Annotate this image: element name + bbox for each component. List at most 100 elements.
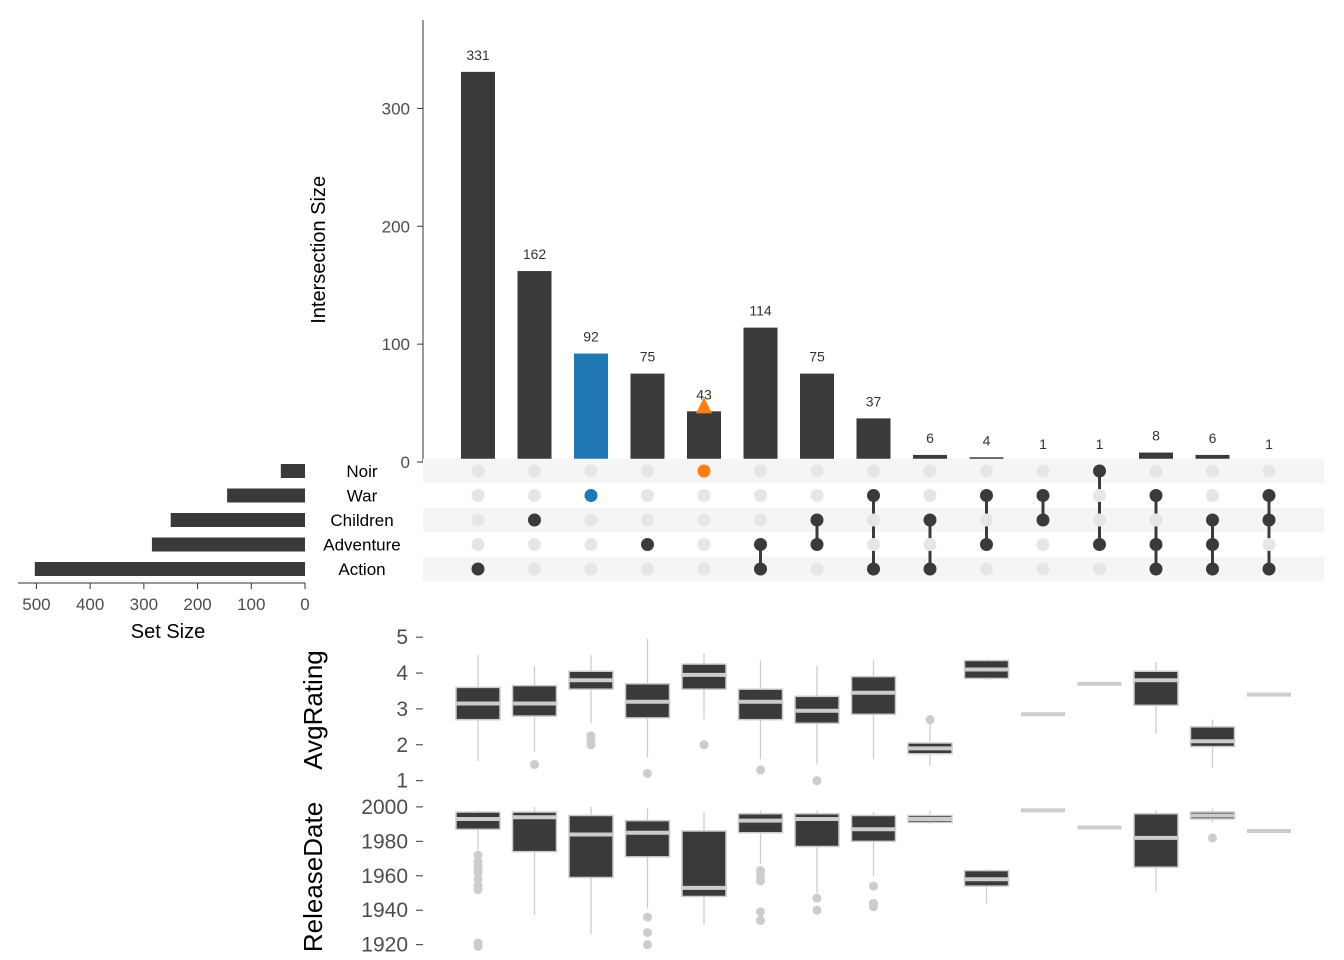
matrix-dot-inactive (923, 538, 937, 551)
box-body (511, 684, 558, 717)
intersection-bar (913, 454, 947, 462)
matrix-dot-inactive (697, 489, 711, 502)
matrix-dot-inactive (1036, 538, 1050, 551)
box-outlier (756, 907, 765, 917)
matrix-dot-active (923, 562, 937, 576)
matrix-dot-inactive (471, 513, 485, 527)
intersection-value-labels: 331 162 92 75 43 114 75 37 6 4 1 1 8 6 1 (466, 47, 1273, 452)
matrix-dot-active (1262, 489, 1276, 502)
matrix-dot-inactive (980, 464, 993, 478)
box-body (568, 814, 614, 879)
matrix-dot-inactive (697, 538, 711, 551)
intersection-y-tick-label: 300 (382, 99, 410, 118)
intersection-bar (630, 373, 665, 462)
set-size-x-axis-title: Set Size (131, 621, 205, 643)
matrix-dot-inactive (923, 464, 937, 478)
set-size-x-ticks: 500 400 300 200 100 0 (22, 583, 310, 614)
matrix-dot-inactive (980, 513, 993, 527)
releasedate-boxes (455, 806, 1291, 951)
intersection-value-label: 1 (1265, 436, 1273, 452)
box-body (681, 830, 727, 898)
set-size-bar (170, 513, 305, 527)
matrix-dot-inactive (1149, 513, 1163, 527)
matrix-dot-active (810, 538, 824, 551)
box-y-tick-label: 2000 (361, 796, 408, 819)
set-size-tick-label: 300 (130, 595, 158, 614)
matrix-dot-inactive (1262, 464, 1276, 478)
releasedate-y-axis-title: ReleaseDate (298, 802, 328, 952)
set-size-bar (280, 464, 305, 478)
box-outlier (473, 941, 483, 951)
box-outlier (925, 715, 935, 725)
matrix-dot-inactive (471, 489, 485, 502)
box-outlier (812, 905, 822, 915)
matrix-dot-inactive (641, 489, 654, 502)
matrix-dot-inactive (1036, 562, 1050, 576)
matrix-dot-active (980, 538, 993, 551)
intersection-y-axis-title: Intersection Size (308, 176, 330, 324)
matrix-dot-active (867, 489, 880, 502)
intersection-value-label: 43 (696, 386, 712, 402)
box-outlier (756, 916, 765, 926)
matrix-set-label: Action (338, 560, 385, 579)
box-outlier (643, 940, 652, 950)
intersection-value-label: 1 (1096, 436, 1104, 452)
intersection-y-tick-label: 200 (382, 217, 410, 236)
box-body (850, 675, 897, 716)
matrix-dot-active (641, 538, 654, 551)
matrix-dot-inactive (1262, 538, 1276, 551)
intersection-bar (574, 353, 608, 462)
matrix-dot-active (1093, 464, 1106, 478)
matrix-dot-inactive (867, 538, 880, 551)
matrix-set-label: Adventure (323, 536, 401, 555)
matrix-set-label: Noir (346, 462, 378, 481)
matrix-dot-inactive (810, 489, 824, 502)
set-size-tick-label: 400 (76, 595, 104, 614)
matrix-dot-inactive (867, 513, 880, 527)
intersection-y-ticks: 0 100 200 300 (382, 99, 423, 472)
matrix-dot-active (1149, 562, 1163, 576)
matrix-dot-inactive (1093, 562, 1106, 576)
matrix-dot-inactive (584, 538, 598, 551)
matrix-dot-inactive (754, 464, 767, 478)
matrix-set-label: Children (330, 511, 393, 530)
matrix-dot-active (1262, 513, 1276, 527)
set-size-bar (227, 488, 305, 503)
matrix-dot-inactive (528, 489, 541, 502)
matrix-dot-active (1262, 562, 1276, 576)
matrix-dot-active (1093, 538, 1106, 551)
matrix-dot-inactive (1093, 489, 1106, 502)
box-outlier (473, 867, 483, 877)
box-y-tick-label: 3 (396, 698, 408, 721)
matrix-dot-inactive (1093, 513, 1106, 527)
box-body (1133, 813, 1179, 868)
intersection-value-label: 8 (1152, 428, 1160, 444)
releasedate-boxplot-panel: 1920 1940 1960 1980 2000 ReleaseDate (298, 796, 1291, 957)
intersection-value-label: 92 (583, 329, 599, 345)
box-outlier (699, 740, 709, 750)
matrix-dot-active (754, 562, 767, 576)
matrix-dot-active (1206, 513, 1219, 527)
box-y-tick-label: 1920 (361, 934, 408, 957)
matrix-set-labels: Noir War Children Adventure Action (323, 462, 401, 579)
box-y-tick-label: 1940 (361, 899, 408, 922)
intersection-bar (1139, 452, 1173, 462)
matrix-dot-active (471, 562, 485, 576)
box-outlier (473, 850, 483, 860)
box-outlier (812, 893, 822, 903)
intersection-bar (461, 71, 495, 463)
box-outlier (643, 768, 652, 778)
intersection-value-label: 6 (1209, 430, 1217, 446)
matrix-dot-inactive (1206, 489, 1219, 502)
box-body (737, 813, 784, 834)
membership-matrix: Noir War Children Adventure Action (323, 458, 1324, 582)
matrix-dot-active (980, 489, 993, 502)
matrix-dot-inactive (471, 464, 485, 478)
set-size-bar (151, 537, 305, 552)
intersection-value-label: 4 (983, 432, 991, 448)
matrix-dot-inactive (810, 464, 824, 478)
matrix-dot-active (923, 513, 937, 527)
set-size-tick-label: 0 (300, 595, 309, 614)
set-size-bars (34, 464, 306, 576)
matrix-dot-inactive (584, 562, 598, 576)
